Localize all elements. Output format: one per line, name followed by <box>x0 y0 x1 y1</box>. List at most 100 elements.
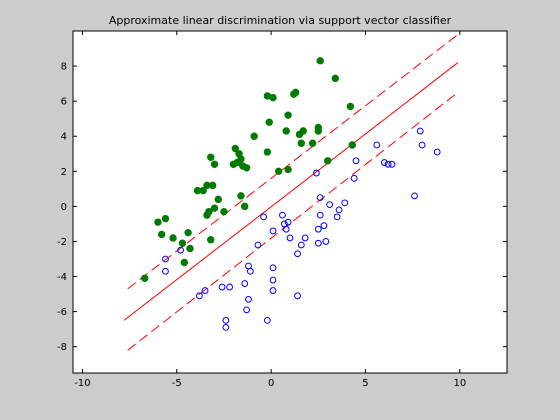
open-point-series-1 <box>313 169 320 177</box>
open-point-series-1 <box>301 234 309 242</box>
open-point-series-1 <box>320 222 328 230</box>
filled-point-series-0 <box>241 202 249 211</box>
open-point-series-1 <box>222 324 230 331</box>
open-point-series-1 <box>241 280 249 287</box>
filled-point-series-0 <box>199 186 207 195</box>
open-point-series-1 <box>411 192 418 200</box>
filled-point-series-0 <box>263 148 272 156</box>
x-tick-label: 5 <box>362 378 368 389</box>
filled-point-series-0 <box>284 165 292 174</box>
x-tick-label: -5 <box>172 378 182 389</box>
filled-point-series-0 <box>299 127 307 135</box>
filled-point-series-0 <box>186 244 194 253</box>
open-point-series-1 <box>222 316 230 324</box>
decision-boundary-line <box>123 62 459 321</box>
open-point-series-1 <box>246 267 254 275</box>
filled-point-series-0 <box>169 234 177 242</box>
open-point-series-1 <box>316 194 324 202</box>
open-point-series-1 <box>384 160 392 168</box>
open-point-series-1 <box>254 241 262 249</box>
open-point-series-1 <box>433 148 441 156</box>
open-point-series-1 <box>162 255 169 263</box>
filled-point-series-0 <box>331 74 339 83</box>
open-point-series-1 <box>269 287 277 294</box>
filled-point-series-0 <box>210 204 219 212</box>
y-tick-label: 8 <box>61 62 67 73</box>
open-point-series-1 <box>226 283 234 291</box>
y-tick-label: 2 <box>61 167 67 178</box>
open-point-series-1 <box>316 211 324 219</box>
open-point-series-1 <box>243 306 251 314</box>
open-point-series-1 <box>380 159 388 166</box>
open-point-series-1 <box>245 295 252 303</box>
y-tick-label: 4 <box>61 132 67 143</box>
filled-point-series-0 <box>324 157 332 165</box>
filled-point-series-0 <box>346 102 355 111</box>
open-point-series-1 <box>196 292 203 300</box>
filled-point-series-0 <box>184 228 192 237</box>
open-point-series-1 <box>294 292 301 300</box>
scatter-points <box>141 57 441 331</box>
filled-point-series-0 <box>178 239 187 247</box>
filled-point-series-0 <box>180 258 189 267</box>
open-point-series-1 <box>388 160 396 168</box>
y-tick-label: -2 <box>57 237 67 248</box>
y-tick-label: 6 <box>61 97 67 108</box>
open-point-series-1 <box>314 239 322 247</box>
filled-point-series-0 <box>308 139 317 147</box>
open-point-series-1 <box>322 238 330 245</box>
open-point-series-1 <box>269 264 277 272</box>
filled-point-series-0 <box>214 195 222 204</box>
y-tick-label: -4 <box>57 272 67 283</box>
open-point-series-1 <box>335 206 343 214</box>
x-tick-label: -10 <box>74 378 90 389</box>
open-point-series-1 <box>162 267 169 275</box>
filled-point-series-0 <box>203 211 211 219</box>
filled-point-series-0 <box>207 236 215 244</box>
filled-point-series-0 <box>154 218 162 226</box>
open-point-series-1 <box>263 316 271 324</box>
filled-point-series-0 <box>242 164 251 172</box>
open-point-series-1 <box>269 276 277 284</box>
open-point-series-1 <box>282 225 290 233</box>
axes-area <box>72 30 508 374</box>
open-point-series-1 <box>294 250 301 258</box>
y-tick-label: -8 <box>57 342 67 353</box>
chart-title: Approximate linear discrimination via su… <box>109 14 452 27</box>
filled-point-series-0 <box>237 192 245 200</box>
x-tick-label: 10 <box>453 378 466 389</box>
axis-ticks: -10 -5 0 5 10 -8 -6 -4 -2 0 2 4 6 8 <box>57 31 507 389</box>
open-point-series-1 <box>286 234 294 242</box>
open-point-series-1 <box>177 246 184 254</box>
open-point-series-1 <box>418 141 426 149</box>
y-tick-label: -6 <box>57 307 67 318</box>
open-point-series-1 <box>260 213 267 221</box>
filled-point-series-0 <box>314 127 323 135</box>
filled-point-series-0 <box>207 153 215 161</box>
filled-point-series-0 <box>348 141 356 149</box>
open-point-series-1 <box>297 241 305 249</box>
filled-point-series-0 <box>274 167 283 176</box>
open-point-series-1 <box>218 283 226 291</box>
filled-point-series-0 <box>237 155 245 163</box>
filled-point-series-0 <box>141 274 149 282</box>
open-point-series-1 <box>314 225 322 233</box>
open-point-series-1 <box>284 218 292 226</box>
filled-point-series-0 <box>284 111 292 119</box>
filled-point-series-0 <box>265 118 273 126</box>
filled-point-series-0 <box>210 160 219 168</box>
open-point-series-1 <box>350 174 358 182</box>
filled-point-series-0 <box>220 207 228 216</box>
filled-point-series-0 <box>250 132 258 140</box>
filled-point-series-0 <box>316 57 324 65</box>
filled-point-series-0 <box>157 230 166 239</box>
filled-point-series-0 <box>282 127 290 135</box>
filled-point-series-0 <box>231 144 239 153</box>
open-point-series-1 <box>201 287 209 294</box>
x-tick-label: 0 <box>268 378 274 389</box>
filled-point-series-0 <box>161 214 170 223</box>
open-point-series-1 <box>352 157 360 165</box>
open-point-series-1 <box>269 227 277 235</box>
open-point-series-1 <box>279 211 286 219</box>
